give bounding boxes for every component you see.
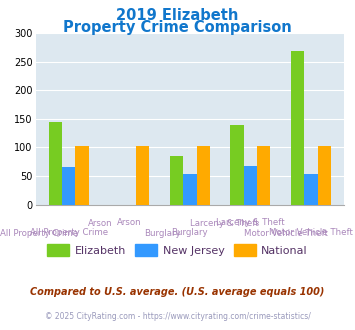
- Bar: [304, 174, 318, 205]
- Text: Compared to U.S. average. (U.S. average equals 100): Compared to U.S. average. (U.S. average …: [30, 287, 325, 297]
- Bar: [291, 51, 304, 205]
- Bar: [183, 174, 197, 205]
- Bar: [244, 166, 257, 205]
- Text: Larceny & Theft: Larceny & Theft: [190, 219, 258, 228]
- Text: © 2025 CityRating.com - https://www.cityrating.com/crime-statistics/: © 2025 CityRating.com - https://www.city…: [45, 312, 310, 321]
- Text: Burglary: Burglary: [144, 229, 181, 238]
- Text: 2019 Elizabeth: 2019 Elizabeth: [116, 8, 239, 23]
- Text: Larceny & Theft: Larceny & Theft: [216, 218, 285, 227]
- Text: Burglary: Burglary: [171, 228, 208, 237]
- Bar: [170, 156, 183, 205]
- Legend: Elizabeth, New Jersey, National: Elizabeth, New Jersey, National: [43, 240, 312, 260]
- Text: All Property Crime: All Property Crime: [30, 228, 108, 237]
- Bar: [230, 124, 244, 205]
- Text: Property Crime Comparison: Property Crime Comparison: [63, 20, 292, 35]
- Text: Arson: Arson: [117, 218, 142, 227]
- Bar: [318, 146, 331, 205]
- Text: All Property Crime: All Property Crime: [0, 229, 78, 238]
- Text: Motor Vehicle Theft: Motor Vehicle Theft: [269, 228, 353, 237]
- Bar: [197, 146, 210, 205]
- Text: Arson: Arson: [88, 219, 113, 228]
- Bar: [62, 167, 76, 205]
- Bar: [136, 146, 149, 205]
- Bar: [76, 146, 89, 205]
- Bar: [49, 122, 62, 205]
- Bar: [257, 146, 271, 205]
- Text: Motor Vehicle Theft: Motor Vehicle Theft: [244, 229, 328, 238]
